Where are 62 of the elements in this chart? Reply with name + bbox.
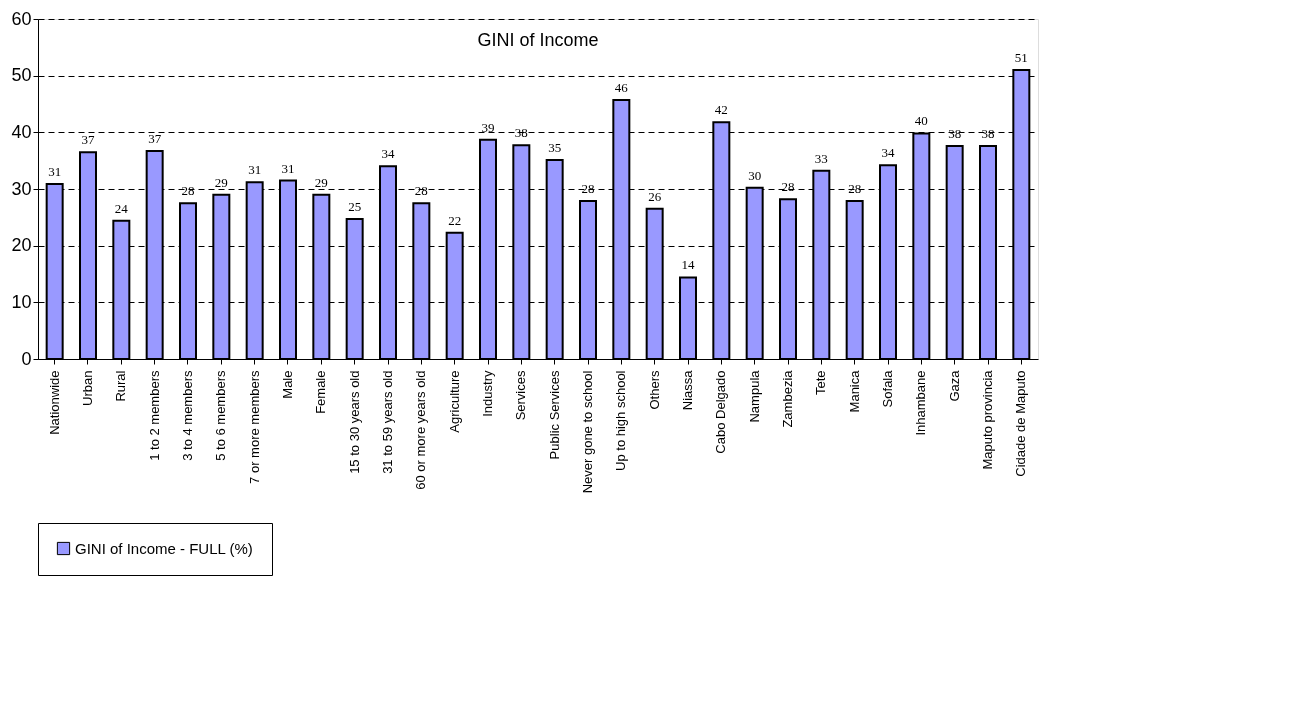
data-label: 30	[748, 167, 762, 183]
x-tick-label: Tete	[813, 370, 829, 396]
data-label: 51	[1014, 50, 1028, 65]
x-tick-label: Female	[313, 370, 329, 414]
y-tick-label: 30	[11, 178, 32, 199]
data-label: 31	[248, 162, 262, 178]
x-tick-label: 7 or more members	[246, 370, 262, 484]
x-tick-label: Sofala	[880, 369, 895, 408]
data-label: 34	[881, 145, 895, 161]
data-label: 33	[814, 150, 828, 166]
x-tick-label: Gaza	[946, 369, 962, 402]
legend-label: GINI of Income - FULL (%)	[75, 539, 253, 557]
x-tick-label: Zambezia	[780, 369, 795, 428]
y-tick-label: 20	[11, 235, 32, 256]
data-label: 34	[381, 146, 395, 162]
x-tick-label: Manica	[846, 369, 862, 413]
data-label: 22	[448, 212, 462, 228]
x-tick-label: Nampula	[746, 369, 762, 423]
data-label: 31	[48, 163, 62, 179]
x-tick-label: Agriculture	[446, 370, 462, 433]
x-tick-label: Up to high school	[613, 370, 629, 471]
data-label: 35	[548, 140, 562, 156]
data-label: 14	[681, 257, 695, 273]
x-tick-label: Nationwide	[46, 370, 62, 435]
data-label: 37	[81, 132, 95, 148]
data-label: 29	[214, 174, 228, 190]
data-label: 25	[348, 199, 362, 215]
data-label: 31	[281, 160, 295, 176]
x-tick-label: Niassa	[680, 369, 695, 411]
text: GINI of Income	[477, 30, 599, 50]
x-tick-label: Industry	[480, 370, 495, 417]
x-tick-label: 1 to 2 members	[146, 370, 162, 461]
x-tick-label: 5 to 6 members	[213, 370, 229, 461]
x-tick-label: Cabo Delgado	[713, 370, 729, 454]
x-tick-label: Inhambane	[913, 370, 929, 436]
x-tick-label: Urban	[80, 370, 95, 406]
data-label: 38	[514, 125, 528, 141]
y-tick-label: 60	[11, 8, 32, 29]
x-tick-label: 60 or more years old	[413, 370, 429, 490]
x-tick-label: 15 to 30 years old	[346, 370, 362, 474]
x-tick-label: 3 to 4 members	[180, 370, 195, 461]
x-tick-label: Public Services	[546, 370, 562, 460]
data-label: 24	[114, 200, 129, 216]
data-label: 29	[314, 174, 328, 190]
data-label: 39	[481, 119, 495, 135]
x-tick-label: Never gone to school	[580, 370, 595, 494]
x-tick-label: 31 to 59 years old	[380, 370, 395, 474]
data-label: 42	[714, 102, 728, 118]
y-tick-label: 40	[11, 121, 32, 142]
data-label: 37	[148, 131, 162, 147]
x-tick-label: Cidade de Maputo	[1013, 370, 1029, 477]
x-tick-label: Rural	[113, 370, 129, 402]
x-tick-label: Male	[280, 370, 295, 399]
y-tick-label: 10	[11, 291, 32, 312]
data-label: 46	[614, 80, 629, 96]
x-tick-label: Maputo provincia	[980, 369, 995, 470]
x-tick-label: Others	[646, 370, 662, 410]
data-label: 26	[648, 188, 662, 204]
x-tick-label: Services	[513, 370, 529, 421]
y-tick-label: 50	[11, 65, 32, 86]
y-tick-label: 0	[21, 348, 32, 369]
data-label: 40	[914, 113, 928, 129]
